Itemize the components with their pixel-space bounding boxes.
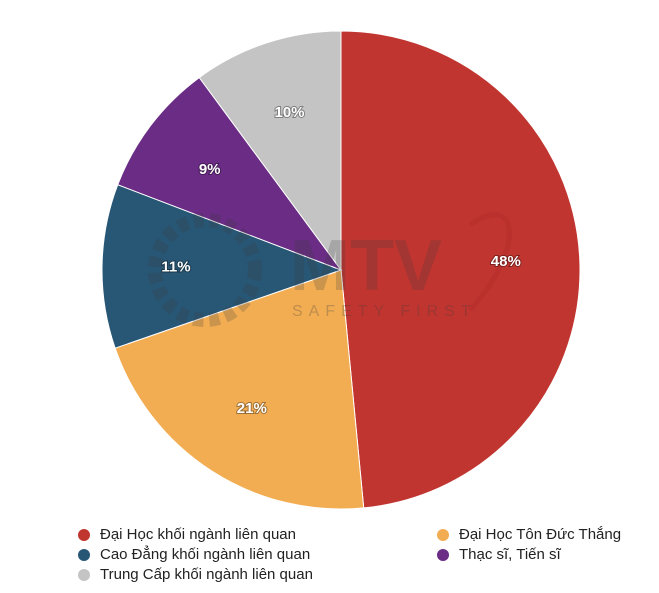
pie-data-label-4: 10% — [274, 104, 304, 121]
legend-dot-thac-si-tien-si — [437, 548, 449, 561]
pie-slice-0 — [340, 30, 581, 509]
swoosh-icon — [468, 212, 512, 312]
pie-data-label-1: 21% — [237, 400, 267, 417]
pie-data-label-2: 11% — [161, 258, 190, 275]
pie-data-label-0: 48% — [491, 253, 521, 270]
pie-chart: MTV SAFETY FIRST 48% 21% 11% 9% 10% — [101, 30, 581, 510]
watermark-brand: MTV — [290, 226, 442, 306]
legend-item-cao-dang: Cao Đẳng khối ngành liên quan — [78, 546, 310, 563]
chart-legend: Đại Học khối ngành liên quan Đại Học Tôn… — [0, 518, 659, 588]
legend-label-thac-si-tien-si: Thạc sĩ, Tiến sĩ — [459, 546, 561, 563]
legend-label-dai-hoc-khoi-nganh: Đại Học khối ngành liên quan — [100, 526, 296, 543]
legend-item-thac-si-tien-si: Thạc sĩ, Tiến sĩ — [437, 546, 561, 563]
pie-slice-3 — [117, 76, 343, 272]
legend-label-trung-cap: Trung Cấp khối ngành liên quan — [100, 566, 313, 583]
legend-dot-trung-cap — [78, 568, 90, 581]
legend-label-dai-hoc-ton-duc-thang: Đại Học Tôn Đức Thắng — [459, 526, 622, 543]
legend-dot-dai-hoc-ton-duc-thang — [437, 528, 449, 541]
pie-data-labels: 48% 21% 11% 9% 10% — [160, 103, 521, 418]
legend-item-dai-hoc-khoi-nganh: Đại Học khối ngành liên quan — [78, 526, 296, 543]
legend-label-cao-dang: Cao Đẳng khối ngành liên quan — [100, 546, 311, 563]
pie-slices — [101, 30, 581, 510]
pie-slice-2 — [101, 184, 343, 349]
gear-icon — [148, 213, 262, 327]
mtv-watermark-logo: MTV SAFETY FIRST — [148, 212, 512, 327]
pie-slice-4 — [198, 30, 342, 272]
legend-item-dai-hoc-ton-duc-thang: Đại Học Tôn Đức Thắng — [437, 526, 621, 543]
legend-dot-dai-hoc-khoi-nganh — [78, 528, 90, 541]
pie-data-label-3: 9% — [199, 161, 221, 178]
pie-slice-1 — [114, 269, 365, 510]
legend-item-trung-cap: Trung Cấp khối ngành liên quan — [78, 566, 313, 583]
legend-dot-cao-dang — [78, 548, 90, 561]
watermark-tagline: SAFETY FIRST — [292, 303, 477, 320]
